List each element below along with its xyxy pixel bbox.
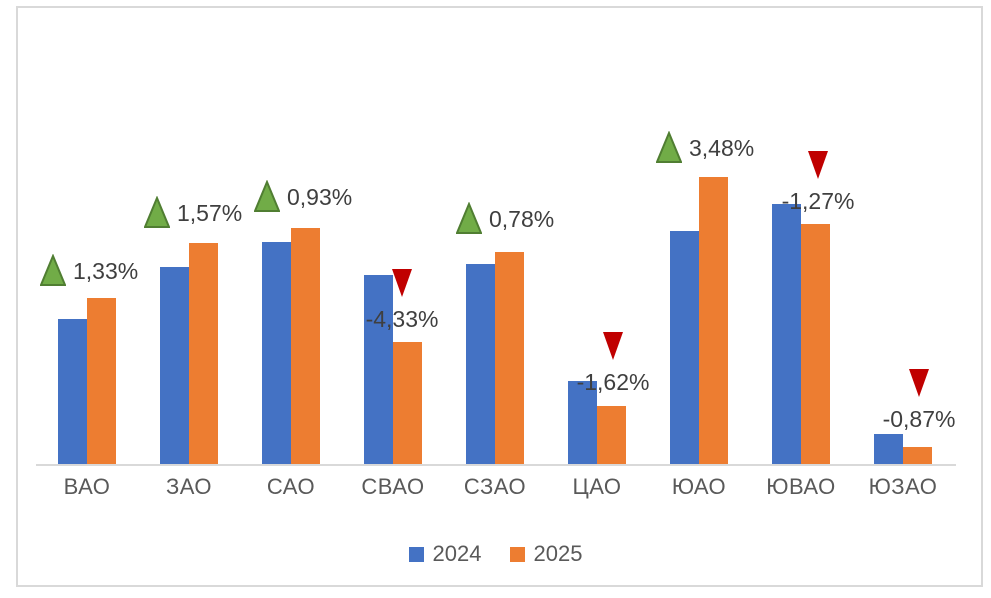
plot-area [36, 0, 954, 464]
bar-2024 [262, 242, 291, 464]
annotation: -0,87% [883, 368, 955, 433]
up-triangle-icon [253, 179, 281, 212]
bar-2025 [801, 224, 830, 464]
down-triangle-icon [908, 368, 930, 398]
category-label: САО [266, 474, 316, 499]
bar-2025 [597, 406, 626, 464]
annotation-label: -1,62% [576, 369, 650, 395]
annotation: -1,27% [782, 150, 854, 215]
legend-label: 2025 [533, 541, 583, 566]
bar-group-szao [444, 0, 546, 464]
down-triangle-icon [807, 150, 829, 180]
bar-group-svao [342, 0, 444, 464]
bar-2025 [189, 243, 218, 464]
bar-2025 [393, 342, 422, 464]
bar-2024 [772, 204, 801, 464]
down-triangle-icon [602, 331, 624, 361]
category-label: ЮАО [671, 474, 727, 499]
bar-2025 [291, 228, 320, 464]
bar-2025 [699, 177, 728, 464]
bar-group-zao [138, 0, 240, 464]
legend-label: 2024 [432, 541, 482, 566]
annotation-label: 0,93% [287, 184, 353, 210]
annotation-label: -0,87% [882, 406, 956, 432]
legend-swatch-2024 [408, 546, 424, 562]
category-label: СЗАО [463, 474, 527, 499]
bar-2024 [466, 264, 495, 464]
category-label: ВАО [63, 474, 111, 499]
annotation-label: 3,48% [689, 135, 755, 161]
category-label: СВАО [361, 474, 425, 499]
bar-2025 [495, 252, 524, 464]
annotation: 0,78% [455, 201, 555, 234]
legend-entry-2024: 2024 [408, 541, 482, 567]
bar-2025 [87, 298, 116, 464]
bar-2024 [364, 275, 393, 464]
bar-group-cao [546, 0, 648, 464]
annotation-label: -4,33% [365, 306, 439, 332]
annotation-label: -1,27% [781, 188, 855, 214]
category-label: ЮЗАО [868, 474, 938, 499]
bar-group-yuao [648, 0, 750, 464]
up-triangle-icon [455, 201, 483, 234]
bar-2024 [58, 319, 87, 464]
annotation: -1,62% [577, 331, 649, 396]
category-label: ЦАО [572, 474, 622, 499]
bar-group-vao [36, 0, 138, 464]
category-label: ЗАО [165, 474, 213, 499]
bar-2024 [160, 267, 189, 464]
bar-group-yuzao [852, 0, 954, 464]
category-label: ЮВАО [766, 474, 836, 499]
x-axis-line [36, 464, 956, 466]
down-triangle-icon [391, 268, 413, 298]
legend: 2024 2025 [0, 541, 991, 567]
annotation: 1,57% [143, 195, 243, 228]
legend-entry-2025: 2025 [509, 541, 583, 567]
annotation-label: 1,33% [73, 258, 139, 284]
bar-group-yuvao [750, 0, 852, 464]
annotation: 1,33% [39, 253, 139, 286]
up-triangle-icon [39, 253, 67, 286]
bar-2024 [874, 434, 903, 464]
annotation: 0,93% [253, 179, 353, 212]
annotation: 3,48% [655, 130, 755, 163]
bar-2024 [568, 381, 597, 464]
annotation-label: 0,78% [489, 206, 555, 232]
up-triangle-icon [143, 195, 171, 228]
bar-2025 [903, 447, 932, 464]
bar-group-sao [240, 0, 342, 464]
annotation-label: 1,57% [177, 200, 243, 226]
legend-swatch-2025 [509, 546, 525, 562]
category-axis: ВАО ЗАО САО СВАО СЗАО ЦАО ЮАО ЮВАО ЮЗАО [36, 474, 954, 500]
up-triangle-icon [655, 130, 683, 163]
annotation: -4,33% [366, 268, 438, 333]
bar-2024 [670, 231, 699, 464]
